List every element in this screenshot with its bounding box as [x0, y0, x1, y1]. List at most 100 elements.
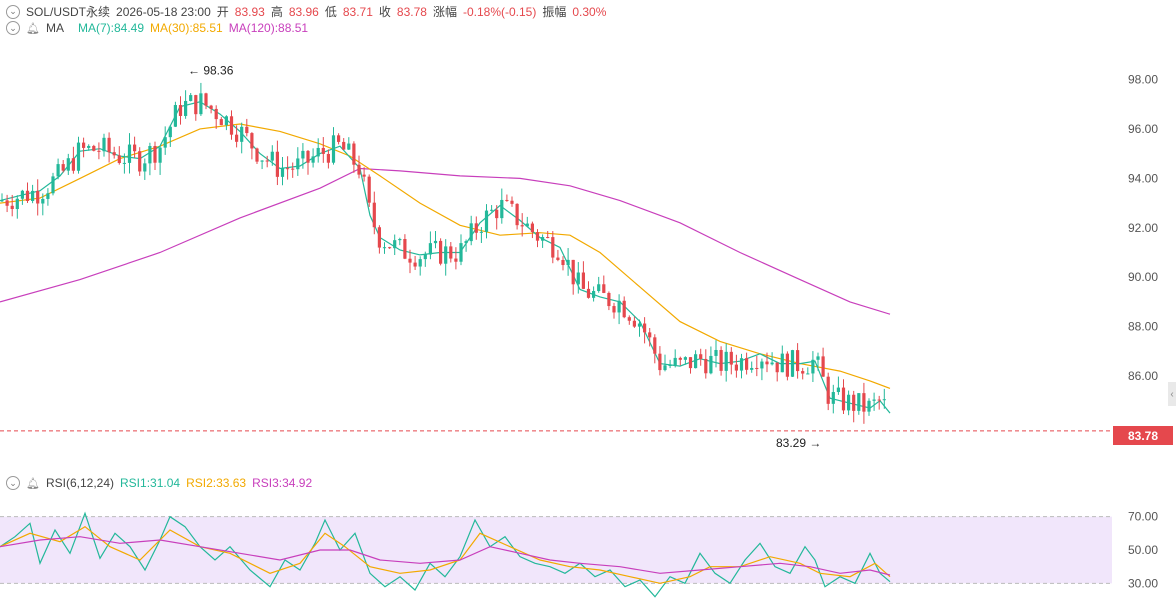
rsi-line-3 — [0, 536, 891, 576]
annotations: ← 98.36 83.29 → — [188, 64, 821, 450]
rsi1-legend: RSI1:31.04 — [120, 476, 181, 490]
candle-body — [490, 209, 494, 211]
candle-body — [658, 353, 662, 371]
candle-body — [484, 210, 489, 232]
candle-body — [841, 387, 846, 411]
panel-handle-icon[interactable]: ‹ — [1168, 382, 1176, 406]
candle-body — [790, 350, 795, 377]
candle-body — [301, 150, 305, 159]
candle-body — [571, 259, 575, 285]
candle-body — [500, 199, 504, 219]
candle-body — [240, 126, 244, 142]
candle-body — [520, 225, 524, 227]
candle-body — [306, 150, 310, 163]
candle-body — [796, 350, 800, 372]
collapse-chevron-icon[interactable]: ⌄ — [6, 4, 20, 19]
candle-body — [525, 223, 529, 227]
candle-body — [699, 354, 703, 359]
candle-body — [760, 361, 764, 369]
candle-body — [770, 362, 774, 365]
candle-body — [474, 223, 478, 233]
price-tick-label: 98.00 — [1128, 73, 1158, 87]
alert-bell-icon[interactable]: 🔔︎ — [26, 22, 40, 35]
candle-body — [704, 358, 708, 374]
low-marker: 83.29 → — [776, 436, 821, 450]
candle-body — [163, 137, 167, 148]
candle-body — [199, 93, 203, 115]
candle-body — [214, 108, 218, 120]
candle-body — [678, 357, 682, 360]
rsi-legend: ⌄ 🔔︎ RSI(6,12,24) RSI1:31.04 RSI2:33.63 … — [6, 476, 312, 490]
candle-body — [265, 160, 269, 162]
candle-body — [280, 168, 285, 177]
collapse-chevron-icon[interactable]: ⌄ — [6, 476, 20, 490]
candle-body — [688, 357, 693, 369]
candle-body — [495, 209, 499, 219]
ma120-line — [0, 167, 891, 315]
candle-body — [235, 134, 239, 142]
candle-body — [107, 137, 111, 153]
candle-body — [847, 394, 851, 411]
candle-body — [852, 394, 856, 411]
candle-body — [729, 351, 733, 365]
rsi2-legend: RSI2:33.63 — [186, 476, 247, 490]
candle-body — [51, 176, 55, 194]
candle-body — [25, 190, 30, 201]
candle-body — [398, 239, 402, 241]
candle-body — [117, 155, 121, 164]
candle-body — [204, 93, 208, 106]
candle-body — [178, 105, 183, 116]
candle-body — [857, 393, 861, 411]
candle-body — [454, 258, 458, 262]
candle-body — [377, 227, 381, 248]
candle-body — [775, 362, 779, 373]
candle-body — [122, 162, 126, 164]
collapse-chevron-icon[interactable]: ⌄ — [6, 21, 20, 35]
candle-body — [229, 116, 234, 135]
candle-body — [184, 100, 188, 116]
candle-body — [209, 105, 213, 109]
change-label: 涨幅 — [432, 5, 457, 19]
candle-body — [311, 156, 315, 163]
candle-body — [755, 367, 759, 369]
candle-body — [663, 365, 667, 371]
rsi3-legend: RSI3:34.92 — [252, 476, 313, 490]
candle-body — [148, 146, 152, 164]
candle-body — [173, 105, 177, 127]
candle-body — [535, 232, 540, 241]
candle-body — [158, 147, 162, 163]
candle-body — [765, 361, 769, 365]
ma-indicator-name: MA — [45, 21, 64, 35]
price-header: ⌄ SOL/USDT永续 2026-05-18 23:00 开 83.93 高 83… — [6, 3, 606, 20]
candle-body — [56, 164, 60, 177]
candle-body — [71, 158, 75, 171]
candle-body — [602, 284, 606, 293]
rsi-line-1 — [0, 511, 891, 598]
candle-body — [331, 135, 336, 163]
candle-body — [102, 137, 106, 152]
ma7-legend: MA(7):84.49 — [77, 21, 144, 35]
candle-body — [219, 119, 223, 126]
candle-body — [586, 288, 591, 298]
candle-body — [739, 358, 744, 371]
amplitude-label: 振幅 — [542, 5, 567, 19]
candle-body — [76, 142, 81, 171]
candle-body — [632, 320, 636, 327]
alert-bell-icon[interactable]: 🔔︎ — [26, 477, 40, 490]
candle-body — [418, 259, 422, 267]
low-value: 83.71 — [342, 4, 373, 19]
rsi-tick-label: 50.00 — [1128, 543, 1158, 557]
candle-body — [821, 356, 825, 377]
candle-body — [31, 190, 35, 201]
candle-body — [719, 349, 723, 371]
candle-body — [750, 367, 754, 370]
candle-body — [296, 158, 300, 170]
candle-body — [597, 284, 601, 292]
candle-body — [316, 147, 320, 157]
candle-body — [41, 198, 45, 204]
candle-body — [413, 262, 417, 267]
candle-body — [612, 306, 616, 313]
candle-body — [811, 359, 815, 374]
symbol-label: SOL/USDT永续 — [26, 5, 111, 19]
